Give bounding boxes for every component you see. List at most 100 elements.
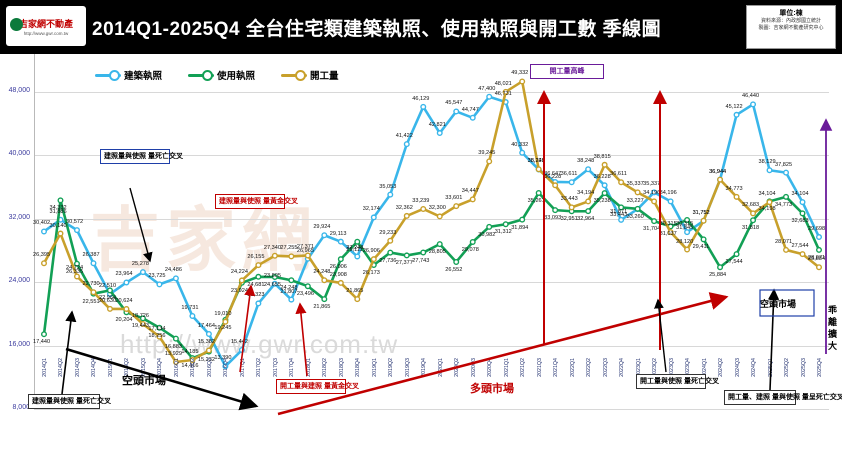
data-label: 33,227 xyxy=(626,198,644,205)
legend-label-permit: 建築執照 xyxy=(124,71,163,82)
data-point xyxy=(304,283,311,290)
data-point xyxy=(667,229,674,236)
data-label: 36,944 xyxy=(709,168,727,175)
data-label: 38,129 xyxy=(758,159,776,166)
data-label: 30,315 xyxy=(676,221,694,228)
data-label: 27,377 xyxy=(395,260,413,267)
data-label: 23,908 xyxy=(329,271,347,278)
data-point xyxy=(585,166,592,173)
data-label: 23,924 xyxy=(230,287,248,294)
x-tick-label: 2019Q2 xyxy=(388,358,395,377)
data-label: 25,278 xyxy=(131,261,150,268)
data-point xyxy=(90,260,97,267)
data-point xyxy=(766,167,773,174)
data-point xyxy=(585,208,592,215)
data-label: 24,655 xyxy=(263,282,281,288)
data-label: 36,944 xyxy=(709,168,727,175)
chart-plot-area: 吉家網 http://www.gwr.com.tw 建築執照 使用執照 開工量 … xyxy=(0,54,842,474)
annotation-text: 建照量與使照 量黃金交叉 xyxy=(219,198,298,205)
data-point xyxy=(420,205,427,212)
data-label: 30,140 xyxy=(49,222,67,229)
annotation-golden-cross-2: 開工量與建照 量黃金交叉 xyxy=(276,379,359,394)
annotation-bear-market-1: 空頭市場 xyxy=(122,375,166,387)
data-label: 18,726 xyxy=(131,312,150,319)
data-point xyxy=(321,277,328,284)
data-label: 21,865 xyxy=(346,288,364,295)
data-label: 28,071 xyxy=(775,238,793,245)
data-point xyxy=(453,258,460,265)
data-label: 26,906 xyxy=(362,248,380,255)
legend-marker-usage xyxy=(202,69,214,81)
data-label: 38,248 xyxy=(577,158,595,165)
data-label: 24,248 xyxy=(313,269,331,276)
data-label: 29,111 xyxy=(346,246,363,253)
data-point xyxy=(684,246,691,253)
unit-source-box: 單位:棟 資料來源：內政部國立統計 製圖：吉家網不動產研究中心 xyxy=(746,5,836,49)
data-point xyxy=(238,347,245,354)
data-label: 23,964 xyxy=(115,271,133,278)
data-point xyxy=(618,179,625,186)
data-label: 30,982 xyxy=(478,231,496,238)
data-label: 35,238 xyxy=(593,198,611,205)
x-tick-label: 2021Q4 xyxy=(553,358,560,377)
data-label: 19,010 xyxy=(214,310,232,317)
annotation-text: 建照量與使照 量死亡交叉 xyxy=(104,153,183,160)
data-label: 30,572 xyxy=(65,219,84,226)
data-label: 31,752 xyxy=(692,209,710,216)
data-label: 24,724 xyxy=(65,265,84,272)
y-tick-label: 40,000 xyxy=(8,150,30,158)
data-point xyxy=(634,205,641,212)
data-point xyxy=(816,234,823,241)
data-point xyxy=(106,287,113,294)
data-label: 34,104 xyxy=(791,191,809,198)
data-label: 24,248 xyxy=(280,285,298,292)
chart-legend: 建築執照 使用執照 開工量 xyxy=(95,68,339,82)
data-label: 30,402 xyxy=(33,220,51,227)
data-label: 38,248 xyxy=(527,158,545,165)
data-point xyxy=(717,264,724,271)
data-point xyxy=(799,199,806,206)
data-point xyxy=(222,318,229,325)
data-point xyxy=(271,252,278,259)
data-label: 21,865 xyxy=(313,304,331,311)
data-point xyxy=(750,101,757,108)
data-point xyxy=(651,218,658,225)
data-point xyxy=(585,198,592,205)
x-tick-label: 2020Q1 xyxy=(437,358,444,377)
data-point xyxy=(139,315,146,322)
data-point xyxy=(172,335,179,342)
data-point xyxy=(156,281,163,288)
data-label: 26,335 xyxy=(65,268,84,275)
data-label: 22,730 xyxy=(82,281,100,288)
data-point xyxy=(354,253,361,260)
data-label: 14,185 xyxy=(181,348,199,355)
x-tick-label: 2024Q3 xyxy=(734,358,741,377)
x-tick-label: 2021Q2 xyxy=(520,358,527,377)
annotation-text: 開工量與使照 量死亡交叉 xyxy=(640,378,719,385)
data-point xyxy=(139,320,146,327)
legend-label-usage: 使用執照 xyxy=(217,71,256,82)
data-point xyxy=(337,279,344,286)
data-point xyxy=(156,324,163,331)
data-label: 20,204 xyxy=(115,317,133,324)
source-line-2: 製圖：吉家網不動產研究中心 xyxy=(758,25,824,31)
data-point xyxy=(57,230,64,237)
legend-item-start: 開工量 xyxy=(281,68,339,82)
data-point xyxy=(799,251,806,258)
x-tick-label: 2022Q1 xyxy=(569,358,576,377)
y-tick-label: 8,000 xyxy=(12,404,30,411)
x-tick-label: 2019Q1 xyxy=(371,358,378,377)
page-title: 2014Q1-2025Q4 全台住宅類建築執照、使用執照與開工數 季線圖 xyxy=(92,19,662,40)
data-label: 34,104 xyxy=(758,191,776,198)
data-point xyxy=(41,228,48,235)
data-point xyxy=(387,249,394,256)
gridline xyxy=(34,282,829,284)
data-point xyxy=(667,198,674,205)
data-label: 31,704 xyxy=(643,226,661,233)
data-label: 26,552 xyxy=(445,266,463,273)
data-label: 27,371 xyxy=(296,244,314,251)
data-point xyxy=(288,253,295,260)
data-label: 41,422 xyxy=(395,133,413,140)
data-point xyxy=(436,130,443,137)
